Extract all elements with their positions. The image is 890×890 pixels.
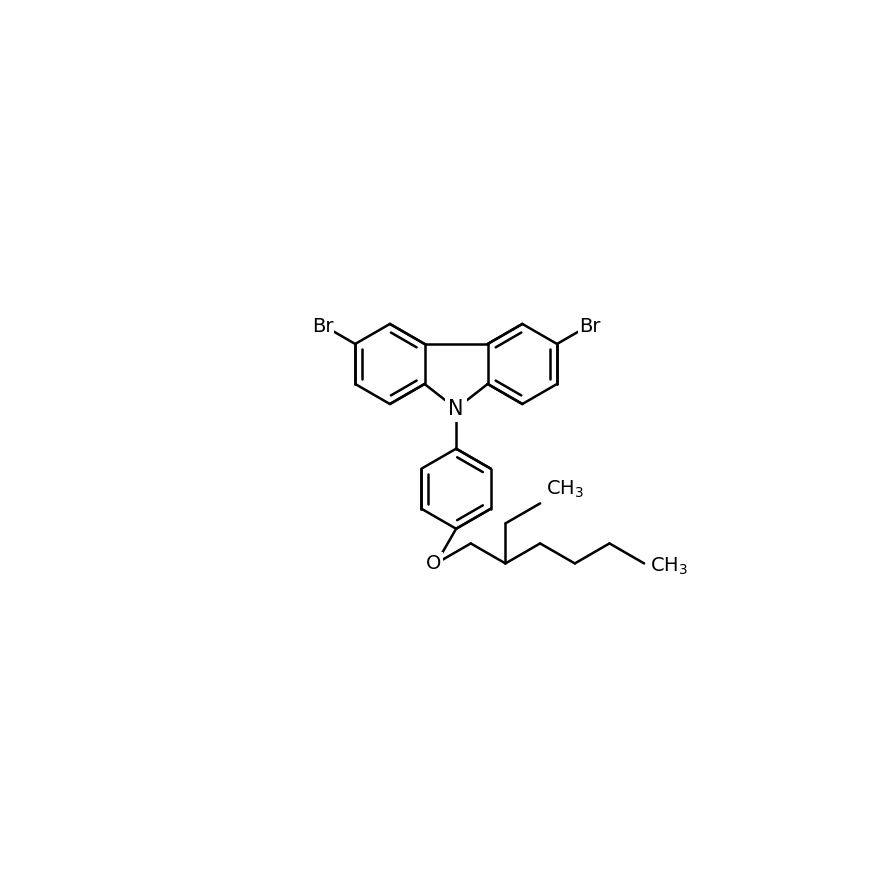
Text: CH$_3$: CH$_3$ bbox=[546, 479, 585, 500]
Text: Br: Br bbox=[578, 318, 601, 336]
Text: Br: Br bbox=[312, 318, 334, 336]
Text: CH$_3$: CH$_3$ bbox=[651, 556, 688, 578]
Text: N: N bbox=[449, 399, 464, 418]
Text: O: O bbox=[426, 554, 441, 573]
